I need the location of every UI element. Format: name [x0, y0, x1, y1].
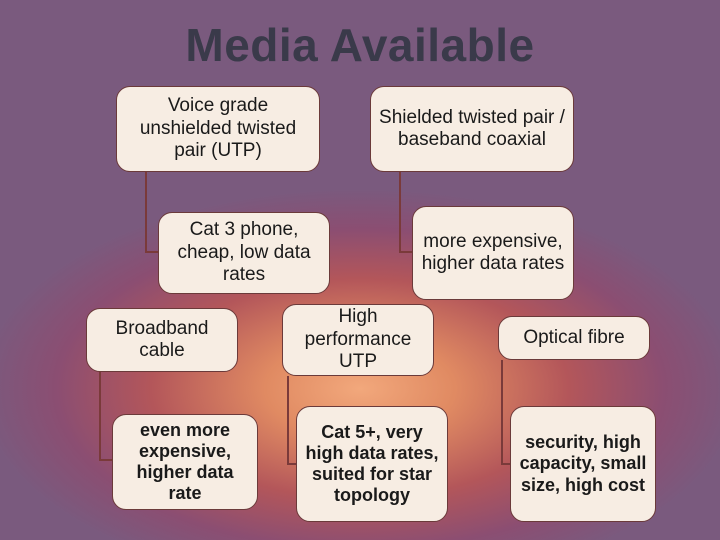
connector-stp-moreexp — [400, 172, 412, 252]
node-evenmore: even more expensive, higher data rate — [112, 414, 258, 510]
node-highutp: High performance UTP — [282, 304, 434, 376]
node-optical: Optical fibre — [498, 316, 650, 360]
connector-highutp-cat5 — [288, 376, 296, 464]
node-utp: Voice grade unshielded twisted pair (UTP… — [116, 86, 320, 172]
node-stp: Shielded twisted pair / baseband coaxial — [370, 86, 574, 172]
node-cat5: Cat 5+, very high data rates, suited for… — [296, 406, 448, 522]
connector-utp-cat3 — [146, 172, 158, 252]
connector-optical-security — [502, 360, 510, 464]
node-security: security, high capacity, small size, hig… — [510, 406, 656, 522]
node-cat3: Cat 3 phone, cheap, low data rates — [158, 212, 330, 294]
page-title: Media Available — [0, 18, 720, 72]
connector-broadband-evenmore — [100, 372, 112, 460]
node-broadband: Broadband cable — [86, 308, 238, 372]
node-moreexp: more expensive, higher data rates — [412, 206, 574, 300]
